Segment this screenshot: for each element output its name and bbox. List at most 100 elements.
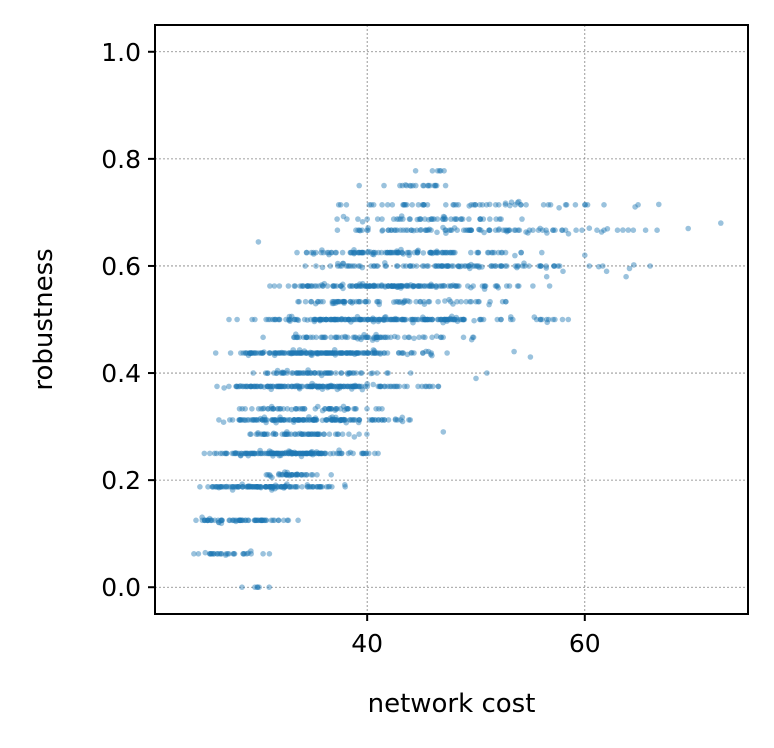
scatter-point (414, 249, 421, 256)
scatter-point (366, 202, 373, 208)
scatter-point (330, 283, 336, 289)
scatter-point (364, 334, 371, 341)
scatter-point (322, 370, 328, 376)
scatter-point (420, 202, 427, 208)
scatter-point (499, 298, 506, 305)
scatter-point (445, 316, 452, 323)
scatter-point (315, 383, 322, 390)
scatter-point (237, 517, 243, 524)
scatter-point (492, 202, 499, 208)
scatter-point (356, 316, 363, 323)
scatter-point (211, 551, 217, 557)
scatter-point (384, 350, 391, 356)
scatter-point (421, 316, 428, 323)
scatter-point (362, 283, 368, 289)
scatter-point (346, 370, 353, 376)
scatter-point (384, 316, 391, 323)
scatter-point (331, 383, 338, 390)
scatter-point (268, 403, 275, 410)
scatter-point (372, 249, 379, 256)
scatter-point (288, 313, 295, 320)
scatter-point (245, 452, 252, 459)
scatter-point (271, 417, 278, 423)
scatter-point (313, 417, 320, 423)
scatter-point (441, 316, 448, 323)
scatter-point (275, 450, 282, 457)
scatter-point (318, 450, 324, 457)
scatter-point (356, 283, 363, 289)
scatter-point (470, 263, 476, 269)
scatter-point (376, 383, 383, 390)
scatter-point (326, 406, 333, 412)
scatter-point (337, 263, 343, 269)
scatter-point (405, 249, 412, 256)
scatter-point (273, 370, 280, 377)
scatter-point (363, 283, 370, 289)
scatter-point (437, 334, 444, 341)
scatter-point (425, 227, 432, 233)
scatter-point (359, 249, 366, 256)
scatter-point (323, 417, 330, 423)
scatter-point (266, 472, 273, 478)
scatter-point (448, 263, 455, 269)
scatter-point (296, 417, 302, 423)
scatter-point (498, 263, 505, 269)
scatter-point (393, 263, 400, 269)
scatter-point (361, 249, 367, 256)
scatter-point (288, 472, 295, 478)
scatter-point (362, 334, 369, 341)
scatter-point (335, 350, 342, 356)
scatter-point (545, 202, 552, 208)
scatter-point (342, 417, 349, 423)
scatter-point (440, 224, 446, 231)
scatter-point (269, 484, 276, 490)
scatter-point (302, 431, 308, 438)
scatter-point (322, 350, 329, 356)
scatter-point (433, 263, 440, 269)
scatter-point (287, 449, 294, 455)
scatter-point (269, 316, 276, 323)
scatter-point (417, 227, 424, 233)
scatter-point (428, 216, 435, 222)
scatter-point (313, 383, 320, 390)
scatter-point (351, 370, 357, 376)
scatter-point (330, 283, 336, 289)
scatter-point (270, 383, 276, 390)
scatter-point (208, 517, 215, 524)
scatter-point (399, 283, 406, 289)
scatter-point (235, 484, 241, 490)
scatter-point (447, 249, 453, 256)
scatter-point (293, 450, 299, 457)
scatter-point (323, 316, 330, 323)
scatter-point (320, 383, 326, 390)
scatter-point (231, 551, 237, 557)
scatter-point (504, 263, 510, 269)
scatter-point (365, 334, 372, 341)
scatter-point (403, 316, 409, 323)
scatter-point (358, 249, 365, 256)
scatter-point (220, 484, 226, 490)
scatter-point (395, 249, 402, 256)
scatter-point (305, 283, 312, 289)
scatter-point (421, 316, 428, 323)
scatter-point (555, 263, 561, 269)
scatter-point (233, 518, 239, 525)
scatter-point (331, 383, 337, 390)
scatter-point (463, 298, 470, 305)
scatter-point (406, 249, 413, 256)
scatter-point (295, 370, 302, 376)
scatter-point (370, 315, 376, 322)
scatter-point (257, 350, 264, 356)
scatter-point (309, 380, 315, 387)
scatter-point (248, 548, 254, 554)
scatter-point (280, 370, 287, 376)
scatter-point (349, 386, 355, 392)
scatter-point (311, 417, 318, 423)
scatter-point (326, 483, 333, 490)
scatter-point (245, 550, 251, 556)
scatter-point (262, 517, 269, 524)
scatter-point (389, 249, 396, 256)
scatter-point (329, 350, 336, 356)
scatter-point (379, 406, 385, 412)
scatter-point (437, 316, 444, 323)
